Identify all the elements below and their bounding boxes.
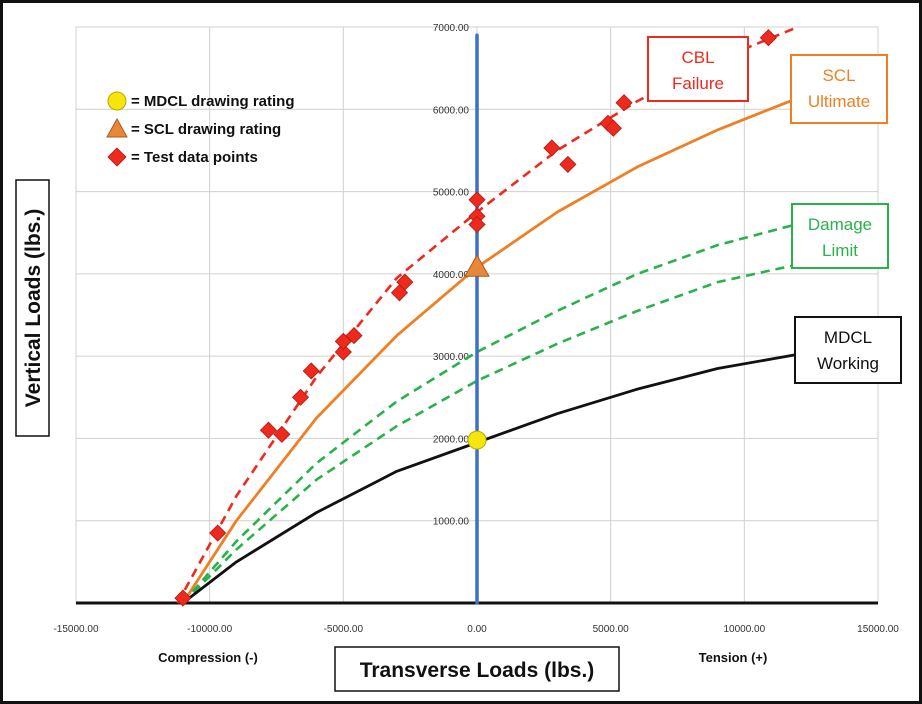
y-tick-label: 4000.00 — [433, 270, 470, 281]
y-tick-label: 2000.00 — [433, 434, 470, 445]
cbl-label-box: CBL Failure — [647, 36, 749, 102]
x-tick-label: -15000.00 — [53, 624, 98, 635]
test-data-point — [759, 29, 777, 47]
mdcl-rating-marker — [467, 430, 487, 450]
test-data-point — [291, 388, 310, 406]
legend-label: = SCL drawing rating — [131, 121, 281, 138]
test-data-point — [345, 327, 363, 345]
test-data-point — [559, 155, 577, 173]
test-data-point — [334, 343, 352, 361]
y-axis-title-box: Vertical Loads (lbs.) — [15, 179, 50, 437]
mdcl-label-line: MDCL — [824, 328, 872, 347]
legend-mdcl-icon — [107, 91, 127, 111]
cbl-label-border — [647, 36, 749, 102]
scl-label-box: SCL Ultimate — [790, 54, 888, 124]
x-tick-label: -10000.00 — [187, 624, 232, 635]
x-tick-label: 10000.00 — [723, 624, 765, 635]
test-data-point — [273, 425, 291, 443]
y-tick-label: 7000.00 — [433, 23, 470, 34]
y-tick-label: 1000.00 — [433, 517, 470, 528]
damage-label-line: Limit — [822, 241, 858, 260]
test-data-point — [468, 215, 486, 234]
series-line-damage_lower — [181, 260, 812, 604]
compression-label: Compression (-) — [158, 650, 258, 665]
test-data-point — [259, 421, 278, 439]
label-layer: CBL Failure SCL Ultimate Damage Limit MDCL Work… — [15, 36, 902, 692]
test-data-point — [396, 273, 414, 291]
x-tick-label: -5000.00 — [324, 624, 364, 635]
x-axis-title-box: Transverse Loads (lbs.) — [334, 646, 620, 692]
x-tick-label: 0.00 — [467, 624, 487, 635]
y-axis-title: Vertical Loads (lbs.) — [22, 209, 45, 407]
legend-test-point-icon — [107, 147, 127, 167]
cbl-label-line: CBL — [681, 48, 714, 67]
cbl-label-line: Failure — [672, 74, 724, 93]
x-axis-title: Transverse Loads (lbs.) — [360, 659, 595, 682]
test-data-point — [615, 94, 633, 112]
test-data-point — [302, 362, 320, 380]
y-tick-label: 5000.00 — [433, 188, 470, 199]
x-tick-label: 5000.00 — [593, 624, 630, 635]
y-tick-label: 6000.00 — [433, 105, 470, 116]
damage-label-border — [791, 203, 889, 269]
damage-label-box: Damage Limit — [791, 203, 889, 269]
scl-label-border — [790, 54, 888, 124]
x-tick-label: 15000.00 — [857, 624, 899, 635]
scl-label-line: SCL — [822, 66, 855, 85]
x-axis-title-border — [334, 646, 620, 692]
marker-layer — [174, 29, 777, 607]
test-data-point — [604, 119, 622, 137]
y-axis-title-border — [15, 179, 50, 437]
mdcl-label-border — [794, 316, 902, 384]
test-data-point — [174, 589, 192, 607]
test-data-point — [543, 139, 561, 157]
y-tick-label: 3000.00 — [433, 352, 470, 363]
legend: = MDCL drawing rating = SCL drawing ratin… — [106, 91, 294, 167]
test-data-point — [209, 524, 227, 542]
mdcl-label-line: Working — [817, 354, 879, 373]
scl-label-line: Ultimate — [808, 92, 870, 111]
legend-label: = MDCL drawing rating — [131, 93, 294, 110]
legend-label: = Test data points — [131, 149, 258, 166]
damage-label-line: Damage — [808, 215, 872, 234]
mdcl-label-box: MDCL Working — [794, 316, 902, 384]
scl-rating-marker — [464, 254, 490, 277]
legend-scl-icon — [106, 117, 128, 138]
tension-label: Tension (+) — [699, 650, 768, 665]
